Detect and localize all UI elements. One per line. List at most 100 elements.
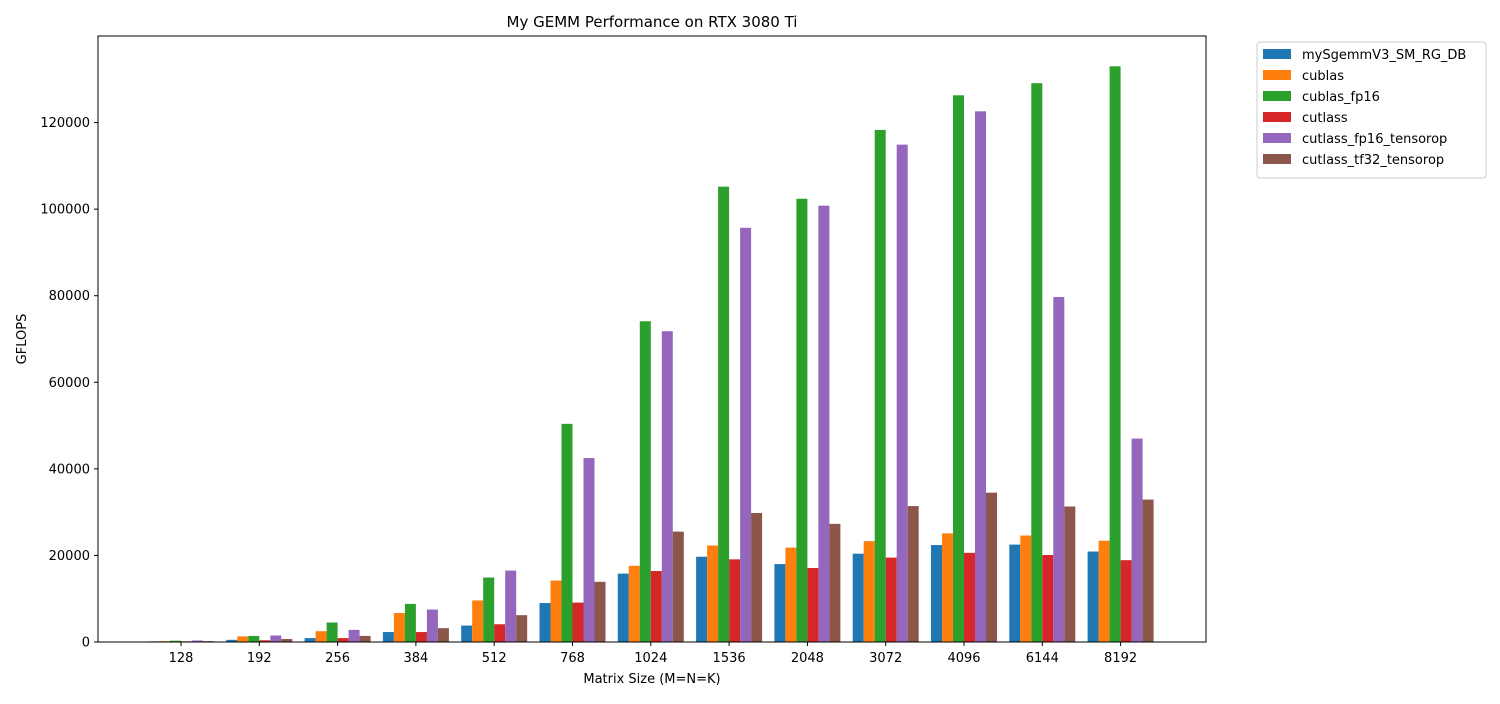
y-tick-label: 80000 xyxy=(49,289,90,304)
bar-cutlass_fp16_tensorop-128 xyxy=(192,640,203,642)
legend-label-cublas_fp16: cublas_fp16 xyxy=(1302,90,1380,105)
bar-cutlass_fp16_tensorop-1024 xyxy=(661,331,673,642)
legend-label-mySgemmV3_SM_RG_DB: mySgemmV3_SM_RG_DB xyxy=(1302,48,1466,63)
bar-cublas_fp16-256 xyxy=(326,622,338,642)
legend-label-cutlass: cutlass xyxy=(1302,111,1348,126)
x-tick-label: 192 xyxy=(247,651,272,666)
bar-cutlass_fp16_tensorop-8192 xyxy=(1131,438,1143,642)
bar-cutlass_fp16_tensorop-1536 xyxy=(740,227,752,642)
x-tick-label: 384 xyxy=(403,651,428,666)
bar-cublas_fp16-8192 xyxy=(1109,66,1121,643)
bar-cutlass_tf32_tensorop-1024 xyxy=(672,531,684,642)
bar-cublas-256 xyxy=(315,631,327,642)
bar-cutlass_fp16_tensorop-6144 xyxy=(1053,297,1065,642)
bar-cutlass_fp16_tensorop-2048 xyxy=(818,205,830,642)
y-tick-label: 0 xyxy=(82,636,90,651)
bar-cutlass_fp16_tensorop-512 xyxy=(505,570,517,642)
x-tick-label: 8192 xyxy=(1104,651,1137,666)
bar-cublas-384 xyxy=(393,613,405,642)
bar-cublas-1536 xyxy=(707,545,719,642)
bar-cutlass_tf32_tensorop-256 xyxy=(359,635,371,642)
legend-swatch-cublas xyxy=(1263,70,1291,80)
x-tick-label: 2048 xyxy=(791,651,824,666)
bar-cublas_fp16-384 xyxy=(404,603,416,642)
bar-cutlass_tf32_tensorop-3072 xyxy=(907,506,919,642)
bar-mySgemmV3_SM_RG_DB-512 xyxy=(461,625,473,642)
legend-label-cutlass_tf32_tensorop: cutlass_tf32_tensorop xyxy=(1302,153,1444,168)
bar-mySgemmV3_SM_RG_DB-192 xyxy=(226,639,238,642)
bar-mySgemmV3_SM_RG_DB-3072 xyxy=(852,553,864,642)
bar-cutlass_tf32_tensorop-768 xyxy=(594,581,606,642)
bar-mySgemmV3_SM_RG_DB-1536 xyxy=(696,556,708,642)
bar-cutlass_tf32_tensorop-8192 xyxy=(1142,499,1154,642)
x-tick-label: 128 xyxy=(169,651,194,666)
y-axis: 0 20000 40000 60000 80000 100000 120000 xyxy=(40,116,98,651)
bars-group xyxy=(148,66,1154,643)
bar-cublas_fp16-1536 xyxy=(718,186,730,642)
bar-cublas_fp16-4096 xyxy=(953,95,964,643)
bar-cublas_fp16-512 xyxy=(483,577,495,642)
bar-cublas-2048 xyxy=(785,547,797,642)
bar-cutlass_tf32_tensorop-2048 xyxy=(829,523,841,642)
legend-label-cublas: cublas xyxy=(1302,69,1344,84)
bar-mySgemmV3_SM_RG_DB-4096 xyxy=(931,545,942,642)
bar-cublas-768 xyxy=(550,580,562,642)
bar-cublas-1024 xyxy=(628,565,640,642)
bar-mySgemmV3_SM_RG_DB-256 xyxy=(304,638,316,642)
y-tick-label: 40000 xyxy=(49,462,90,477)
bar-cutlass_fp16_tensorop-3072 xyxy=(896,144,908,642)
legend-swatch-mySgemmV3_SM_RG_DB xyxy=(1263,49,1291,59)
bar-mySgemmV3_SM_RG_DB-384 xyxy=(382,632,394,642)
x-axis: 128 192 256 384 512 768 1024 1536 2048 3072 4096 61… xyxy=(169,642,1137,666)
bar-cublas-4096 xyxy=(942,533,953,642)
x-axis-label: Matrix Size (M=N=K) xyxy=(583,672,720,687)
bar-cutlass-768 xyxy=(572,602,584,642)
bar-cutlass_fp16_tensorop-4096 xyxy=(975,111,986,642)
legend-swatch-cutlass xyxy=(1263,112,1291,122)
bar-mySgemmV3_SM_RG_DB-8192 xyxy=(1087,551,1099,642)
bar-cutlass-384 xyxy=(415,632,427,642)
bar-cutlass-1536 xyxy=(729,559,741,642)
bar-cublas-8192 xyxy=(1098,540,1110,642)
legend-swatch-cublas_fp16 xyxy=(1263,91,1291,101)
y-tick-label: 120000 xyxy=(40,116,90,131)
bar-cublas_fp16-128 xyxy=(170,640,181,642)
x-tick-label: 4096 xyxy=(947,651,980,666)
bar-cutlass_tf32_tensorop-6144 xyxy=(1064,506,1076,642)
bar-cutlass-192 xyxy=(259,640,271,642)
x-tick-label: 768 xyxy=(560,651,585,666)
bar-cutlass-4096 xyxy=(964,552,975,642)
bar-cutlass_tf32_tensorop-4096 xyxy=(986,492,997,642)
bar-cublas_fp16-6144 xyxy=(1031,83,1043,643)
y-tick-label: 100000 xyxy=(40,203,90,218)
bar-cutlass_tf32_tensorop-192 xyxy=(281,638,293,642)
y-axis-label: GFLOPS xyxy=(15,314,30,365)
bar-cutlass_fp16_tensorop-384 xyxy=(426,609,438,642)
bar-mySgemmV3_SM_RG_DB-6144 xyxy=(1009,544,1021,642)
legend-swatch-cutlass_tf32_tensorop xyxy=(1263,154,1291,164)
x-tick-label: 1024 xyxy=(634,651,667,666)
y-tick-label: 60000 xyxy=(49,376,90,391)
bar-cutlass-8192 xyxy=(1120,560,1132,642)
bar-cublas_fp16-768 xyxy=(561,423,573,642)
bar-cutlass-512 xyxy=(494,624,506,642)
bar-cutlass-6144 xyxy=(1042,555,1054,642)
x-tick-label: 3072 xyxy=(869,651,902,666)
bar-mySgemmV3_SM_RG_DB-2048 xyxy=(774,564,786,642)
bar-cutlass-2048 xyxy=(807,567,819,642)
y-tick-label: 20000 xyxy=(49,549,90,564)
bar-cublas-192 xyxy=(237,636,249,642)
bar-cublas_fp16-1024 xyxy=(639,321,651,642)
bar-cutlass_fp16_tensorop-192 xyxy=(270,635,282,642)
plot-frame xyxy=(97,35,1207,643)
bar-cublas_fp16-192 xyxy=(248,635,260,642)
bar-cublas-3072 xyxy=(863,541,875,642)
legend-swatch-cutlass_fp16_tensorop xyxy=(1263,133,1291,143)
bar-cutlass_fp16_tensorop-768 xyxy=(583,458,595,642)
x-tick-label: 6144 xyxy=(1026,651,1059,666)
bar-cublas_fp16-2048 xyxy=(796,198,808,642)
x-tick-label: 512 xyxy=(482,651,507,666)
bar-cutlass_tf32_tensorop-512 xyxy=(516,615,528,642)
chart-title: My GEMM Performance on RTX 3080 Ti xyxy=(507,13,798,31)
